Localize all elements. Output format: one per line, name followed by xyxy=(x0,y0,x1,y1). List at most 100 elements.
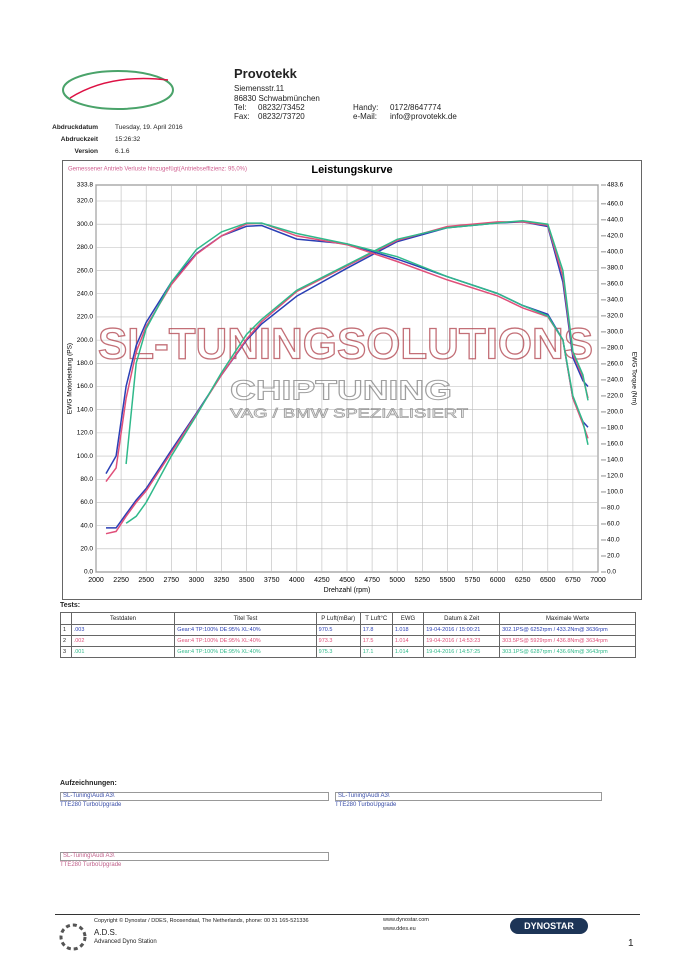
y-tick-label: 80.0 xyxy=(80,476,93,483)
test-row: 3.001 Gear:4 TP:100% DE:95% XL:40% 975.3 17… xyxy=(60,646,636,658)
y2-tick-label: 140.0 xyxy=(607,457,624,464)
y-axis-label: EWG Motorleistung (PS) xyxy=(67,343,74,414)
meta-label: Abdruckzeit xyxy=(60,136,98,143)
fax: 08232/73720 xyxy=(258,112,305,121)
note-box: SL-Tuning\Audi A3\ xyxy=(60,852,329,861)
test-cell: 17.5 xyxy=(359,635,393,647)
fax-label: Fax: xyxy=(234,112,250,121)
test-cell: .003 xyxy=(70,624,176,636)
y-tick-label: 240.0 xyxy=(77,290,94,297)
test-cell: 1.018 xyxy=(391,624,425,636)
y2-tick-label: 280.0 xyxy=(607,345,624,352)
y-tick-label: 333.8 xyxy=(77,182,94,189)
test-cell: 973.3 xyxy=(315,635,361,647)
x-tick-label: 4250 xyxy=(314,577,330,584)
y2-tick-label: 60.0 xyxy=(607,521,620,528)
brand: DYNOSTAR xyxy=(510,918,588,934)
test-cell: Gear:4 TP:100% DE:95% XL:40% xyxy=(174,635,317,647)
y2-tick-label: 460.0 xyxy=(607,201,624,208)
x-tick-label: 6500 xyxy=(540,577,556,584)
y-tick-label: 180.0 xyxy=(77,360,94,367)
x-tick-label: 4000 xyxy=(289,577,305,584)
chart: Leistungskurve Gemessener Antrieb Verlus… xyxy=(62,160,642,600)
y2-tick-label: 220.0 xyxy=(607,393,624,400)
email: info@provotekk.de xyxy=(390,112,457,121)
y2-tick-label: 260.0 xyxy=(607,361,624,368)
x-tick-label: 2750 xyxy=(164,577,180,584)
x-tick-label: 5000 xyxy=(389,577,405,584)
torque-line xyxy=(125,222,589,465)
x-tick-label: 6000 xyxy=(490,577,506,584)
test-cell: 1.014 xyxy=(391,646,425,658)
y2-tick-label: 380.0 xyxy=(607,265,624,272)
test-cell: .001 xyxy=(70,646,176,658)
test-cell: 19-04-2016 / 14:53:23 xyxy=(423,635,501,647)
y-tick-label: 60.0 xyxy=(80,499,93,506)
note-line: TTE280 TurboUpgrade xyxy=(335,802,397,808)
test-cell: 19-04-2016 / 15:00:21 xyxy=(423,624,501,636)
tests-table: Testdaten Titel Test P Luft(mBar) T Luft°C E… xyxy=(60,612,636,658)
meta-value: 15:26:32 xyxy=(115,136,141,143)
chart-note: Gemessener Antrieb Verluste hinzugefügt(… xyxy=(68,167,247,173)
header-cell: T Luft°C xyxy=(359,612,393,625)
power-line xyxy=(125,219,589,524)
y-tick-label: 160.0 xyxy=(77,383,94,390)
test-cell: 19-04-2016 / 14:57:25 xyxy=(423,646,501,658)
y2-tick-label: 340.0 xyxy=(607,297,624,304)
test-cell: Gear:4 TP:100% DE:95% XL:40% xyxy=(174,624,317,636)
y2-tick-label: 180.0 xyxy=(607,425,624,432)
y2-tick-label: 100.0 xyxy=(607,489,624,496)
test-cell: .002 xyxy=(70,635,176,647)
city: 86830 Schwabmünchen xyxy=(234,94,320,103)
y-tick-label: 220.0 xyxy=(77,314,94,321)
notes-title: Aufzeichnungen: xyxy=(60,780,117,787)
y2-tick-label: 0.0 xyxy=(607,569,616,576)
chart-title: Leistungskurve xyxy=(311,164,392,176)
watermark: SL-TUNINGSOLUTIONS xyxy=(98,320,593,369)
x-tick-label: 3250 xyxy=(214,577,230,584)
test-cell: 975.3 xyxy=(315,646,361,658)
tel: 08232/73452 xyxy=(258,103,305,112)
y-tick-label: 300.0 xyxy=(77,221,94,228)
header-cell: P Luft(mBar) xyxy=(315,612,361,625)
x-axis-label: Drehzahl (rpm) xyxy=(324,587,371,594)
x-tick-label: 2250 xyxy=(113,577,129,584)
y2-tick-label: 160.0 xyxy=(607,441,624,448)
test-cell: 1.014 xyxy=(391,635,425,647)
header-cell: Testdaten xyxy=(70,612,176,625)
test-row: 1.003 Gear:4 TP:100% DE:95% XL:40% 970.5 17… xyxy=(60,624,636,636)
y2-tick-label: 20.0 xyxy=(607,553,620,560)
y-tick-label: 120.0 xyxy=(77,430,94,437)
x-tick-label: 4500 xyxy=(339,577,355,584)
x-tick-label: 6250 xyxy=(515,577,531,584)
note-box: SL-Tuning\Audi A3\ xyxy=(335,792,602,801)
x-tick-label: 2000 xyxy=(88,577,104,584)
test-cell: 303.1PS@ 6287rpm / 436.6Nm@ 3643rpm xyxy=(499,646,636,658)
y2-tick-label: 300.0 xyxy=(607,329,624,336)
y2-tick-label: 80.0 xyxy=(607,505,620,512)
meta-label: Version xyxy=(74,148,98,155)
test-cell: 1 xyxy=(60,624,72,636)
tel-label: Tel: xyxy=(234,103,247,112)
y2-tick-label: 400.0 xyxy=(607,249,624,256)
x-tick-label: 7000 xyxy=(590,577,606,584)
y-tick-label: 40.0 xyxy=(80,522,93,529)
x-tick-label: 5500 xyxy=(440,577,456,584)
y-tick-label: 20.0 xyxy=(80,546,93,553)
test-cell: 302.1PS@ 6252rpm / 433.2Nm@ 3636rpm xyxy=(499,624,636,636)
y2-tick-label: 40.0 xyxy=(607,537,620,544)
header-cell: Datum & Zeit xyxy=(423,612,501,625)
tests-title: Tests: xyxy=(60,602,81,609)
header-cell xyxy=(60,612,72,625)
web1: www.dynostar.com xyxy=(383,917,429,923)
test-cell: Gear:4 TP:100% DE:95% XL:40% xyxy=(174,646,317,658)
power-line xyxy=(105,221,589,535)
y2-tick-label: 120.0 xyxy=(607,473,624,480)
y-tick-label: 320.0 xyxy=(77,198,94,205)
test-cell: 970.5 xyxy=(315,624,361,636)
y2-tick-label: 240.0 xyxy=(607,377,624,384)
page-number: 1 xyxy=(628,938,634,949)
web2: www.ddes.eu xyxy=(383,926,416,932)
header-cell: Maximale Werte xyxy=(499,612,636,625)
